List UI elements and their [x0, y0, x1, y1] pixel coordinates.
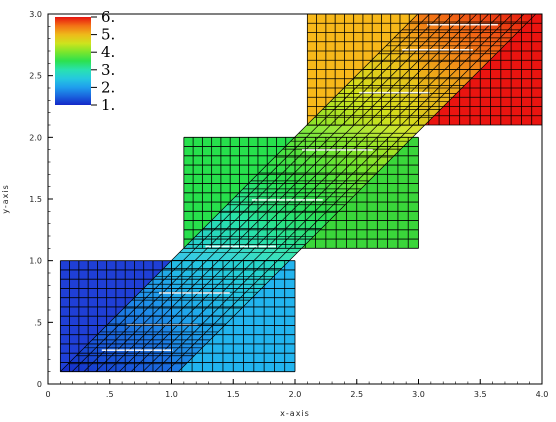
y-tick-label: 3.0 [29, 10, 42, 19]
block-3-mesh [183, 136, 296, 249]
x-tick-label: 1.5 [227, 390, 240, 399]
colorbar-legend: 6.5.4.3.2.1. [55, 8, 115, 114]
y-tick-label: 2.0 [29, 133, 42, 142]
y-tick-label: .5 [34, 318, 42, 327]
colorbar-tick-label: 3. [101, 61, 115, 79]
block-2-mesh [171, 260, 296, 373]
x-tick-label: .5 [106, 390, 114, 399]
y-tick-label: 0 [37, 380, 42, 389]
mesh-grid [59, 14, 542, 373]
x-tick-label: 3.5 [474, 390, 487, 399]
block-1-mesh [59, 260, 172, 373]
x-tick-label: 0 [45, 390, 50, 399]
axes: 0 .5 1.0 1.5 2.0 2.5 3.0 3.5 4.0 0 .5 1.0 1.5 2.0 2.5 3… [29, 10, 548, 399]
colorbar-ticks: 6.5.4.3.2.1. [91, 8, 115, 114]
colorbar-swatch [55, 17, 91, 105]
colorbar-tick-label: 2. [101, 78, 115, 96]
x-tick-label: 3.0 [412, 390, 425, 399]
x-tick-label: 4.0 [536, 390, 549, 399]
x-tick-label: 2.5 [350, 390, 363, 399]
block-4-mesh [294, 136, 419, 249]
colorbar-tick-label: 1. [101, 96, 115, 114]
colorbar-tick-label: 5. [101, 26, 115, 44]
block-5-mesh [306, 14, 419, 126]
x-tick-label: 2.0 [289, 390, 302, 399]
colorbar-tick-label: 6. [101, 8, 115, 26]
x-tick-label: 1.0 [165, 390, 178, 399]
y-tick-label: 1.0 [29, 257, 42, 266]
y-tick-label: 1.5 [29, 195, 42, 204]
colorbar-tick-label: 4. [101, 43, 115, 61]
block-6-mesh [418, 14, 542, 126]
y-tick-label: 2.5 [29, 72, 42, 81]
y-axis-label: y-axis [1, 184, 10, 214]
x-axis-label: x-axis [280, 409, 310, 418]
